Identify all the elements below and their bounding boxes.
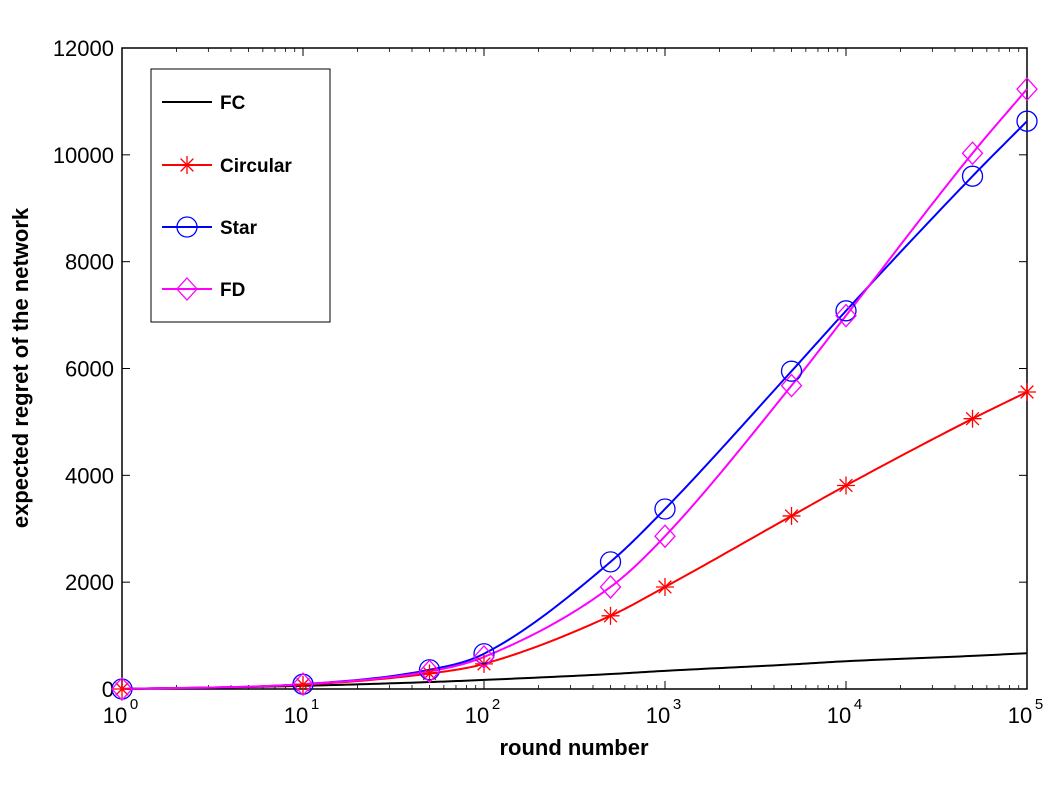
y-tick-label: 0 [102, 677, 114, 702]
legend-box [150, 68, 331, 323]
point-star [1016, 110, 1038, 132]
point-circular [294, 675, 312, 694]
y-tick-label: 2000 [65, 570, 114, 595]
y-axis-title: expected regret of the network [8, 207, 33, 528]
point-circular [601, 606, 620, 625]
y-tick-label: 4000 [65, 463, 114, 488]
point-fd [1016, 77, 1038, 102]
point-fd [418, 659, 441, 684]
point-star [780, 360, 803, 382]
y-tick-label: 6000 [65, 357, 114, 382]
x-tick-exponent: 2 [492, 696, 500, 713]
series-markers [111, 77, 1038, 701]
point-fd [292, 672, 314, 697]
point-circular [837, 476, 855, 495]
legend-label: Star [220, 218, 258, 239]
x-tick-label: 10 [284, 703, 308, 728]
point-fd [780, 373, 803, 398]
point-circular [1018, 383, 1036, 402]
x-tick-label: 10 [1008, 703, 1032, 728]
x-tick-exponent: 0 [130, 696, 138, 713]
point-star [654, 498, 676, 520]
legend-marker-circular [178, 156, 196, 174]
point-fd [111, 677, 133, 701]
point-circular [782, 506, 801, 525]
series-line-fc [121, 652, 1028, 690]
legend-marker-fd [176, 277, 198, 301]
x-axis-title: round number [499, 735, 649, 760]
point-fd [599, 575, 622, 599]
x-tick-exponent: 1 [311, 696, 319, 713]
y-tick-label: 12000 [53, 36, 114, 61]
point-star [599, 551, 622, 573]
series-lines [121, 88, 1028, 690]
point-fd [835, 303, 857, 328]
x-tick-exponent: 3 [673, 696, 681, 713]
x-tick-label: 10 [103, 703, 127, 728]
legend-label: FC [220, 93, 246, 114]
point-fd [473, 644, 495, 669]
point-circular [656, 577, 674, 596]
point-circular [113, 680, 131, 698]
x-tick-label: 10 [465, 703, 489, 728]
x-tick-exponent: 5 [1035, 696, 1043, 713]
legend-label: FD [220, 280, 245, 301]
x-tick-label: 10 [646, 703, 670, 728]
point-star [835, 300, 857, 322]
series-line-fd [121, 88, 1028, 690]
point-circular [963, 409, 982, 428]
point-fd [654, 524, 676, 549]
y-tick-label: 10000 [53, 143, 114, 168]
legend-marker-star [176, 216, 198, 238]
x-tick-exponent: 4 [854, 696, 862, 713]
legend-label: Circular [220, 156, 292, 177]
x-tick-label: 10 [827, 703, 851, 728]
series-line-circular [121, 391, 1028, 690]
legend: FC Circular Star FD [150, 68, 331, 323]
point-star [473, 643, 495, 665]
y-tick-label: 8000 [65, 250, 114, 275]
point-fd [961, 141, 984, 166]
point-star [961, 165, 984, 187]
